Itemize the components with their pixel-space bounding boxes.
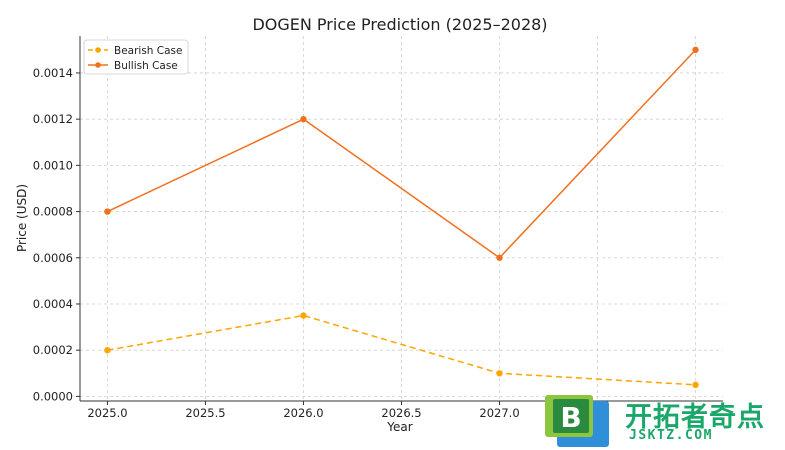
x-axis-label: Year	[386, 420, 412, 434]
legend-label: Bearish Case	[114, 45, 183, 57]
y-tick-label: 0.0014	[33, 66, 73, 80]
y-ticks: 0.0000 0.0002 0.0004 0.0006 0.0008 0.0010 0.00…	[33, 66, 80, 403]
legend: Bearish Case Bullish Case	[83, 39, 189, 75]
y-tick-label: 0.0000	[33, 389, 73, 403]
data-point	[496, 254, 503, 261]
data-point	[692, 381, 699, 389]
y-tick-label: 0.0010	[33, 158, 73, 172]
data-point	[104, 208, 111, 215]
y-tick-label: 0.0006	[33, 251, 73, 265]
series-line	[107, 314, 696, 386]
legend-marker	[95, 62, 101, 68]
chart-title: DOGEN Price Prediction (2025–2028)	[252, 15, 547, 34]
series-line	[107, 49, 697, 259]
legend-label: Bullish Case	[114, 60, 178, 72]
svg-text:B: B	[560, 401, 581, 434]
x-tick-label: 2026.5	[381, 406, 421, 420]
x-tick-label: 2027.0	[479, 406, 519, 420]
data-point	[496, 370, 503, 377]
data-point	[104, 346, 111, 354]
data-point	[692, 46, 699, 54]
data-point	[300, 312, 307, 319]
x-tick-label: 2026.0	[283, 406, 323, 420]
x-tick-label: 2025.0	[87, 406, 127, 420]
x-tick-label: 2025.5	[185, 406, 225, 420]
series-lines	[104, 46, 699, 389]
legend-box	[83, 39, 189, 75]
data-point	[300, 115, 307, 123]
watermark: B 开拓者奇点 JSKTZ.COM	[545, 393, 785, 450]
y-tick-label: 0.0012	[33, 112, 73, 126]
x-ticks: 2025.0 2025.5 2026.0 2026.5 2027.0	[87, 401, 520, 420]
jsktz-logo-icon: B	[545, 395, 609, 447]
y-tick-label: 0.0002	[33, 343, 73, 357]
y-axis-label: Price (USD)	[15, 184, 29, 252]
watermark-name: 开拓者奇点	[625, 402, 765, 433]
y-tick-label: 0.0008	[33, 205, 73, 219]
y-tick-label: 0.0004	[33, 297, 73, 311]
legend-marker	[95, 47, 101, 53]
watermark-domain: JSKTZ.COM	[629, 428, 713, 443]
grid-lines	[80, 36, 723, 401]
